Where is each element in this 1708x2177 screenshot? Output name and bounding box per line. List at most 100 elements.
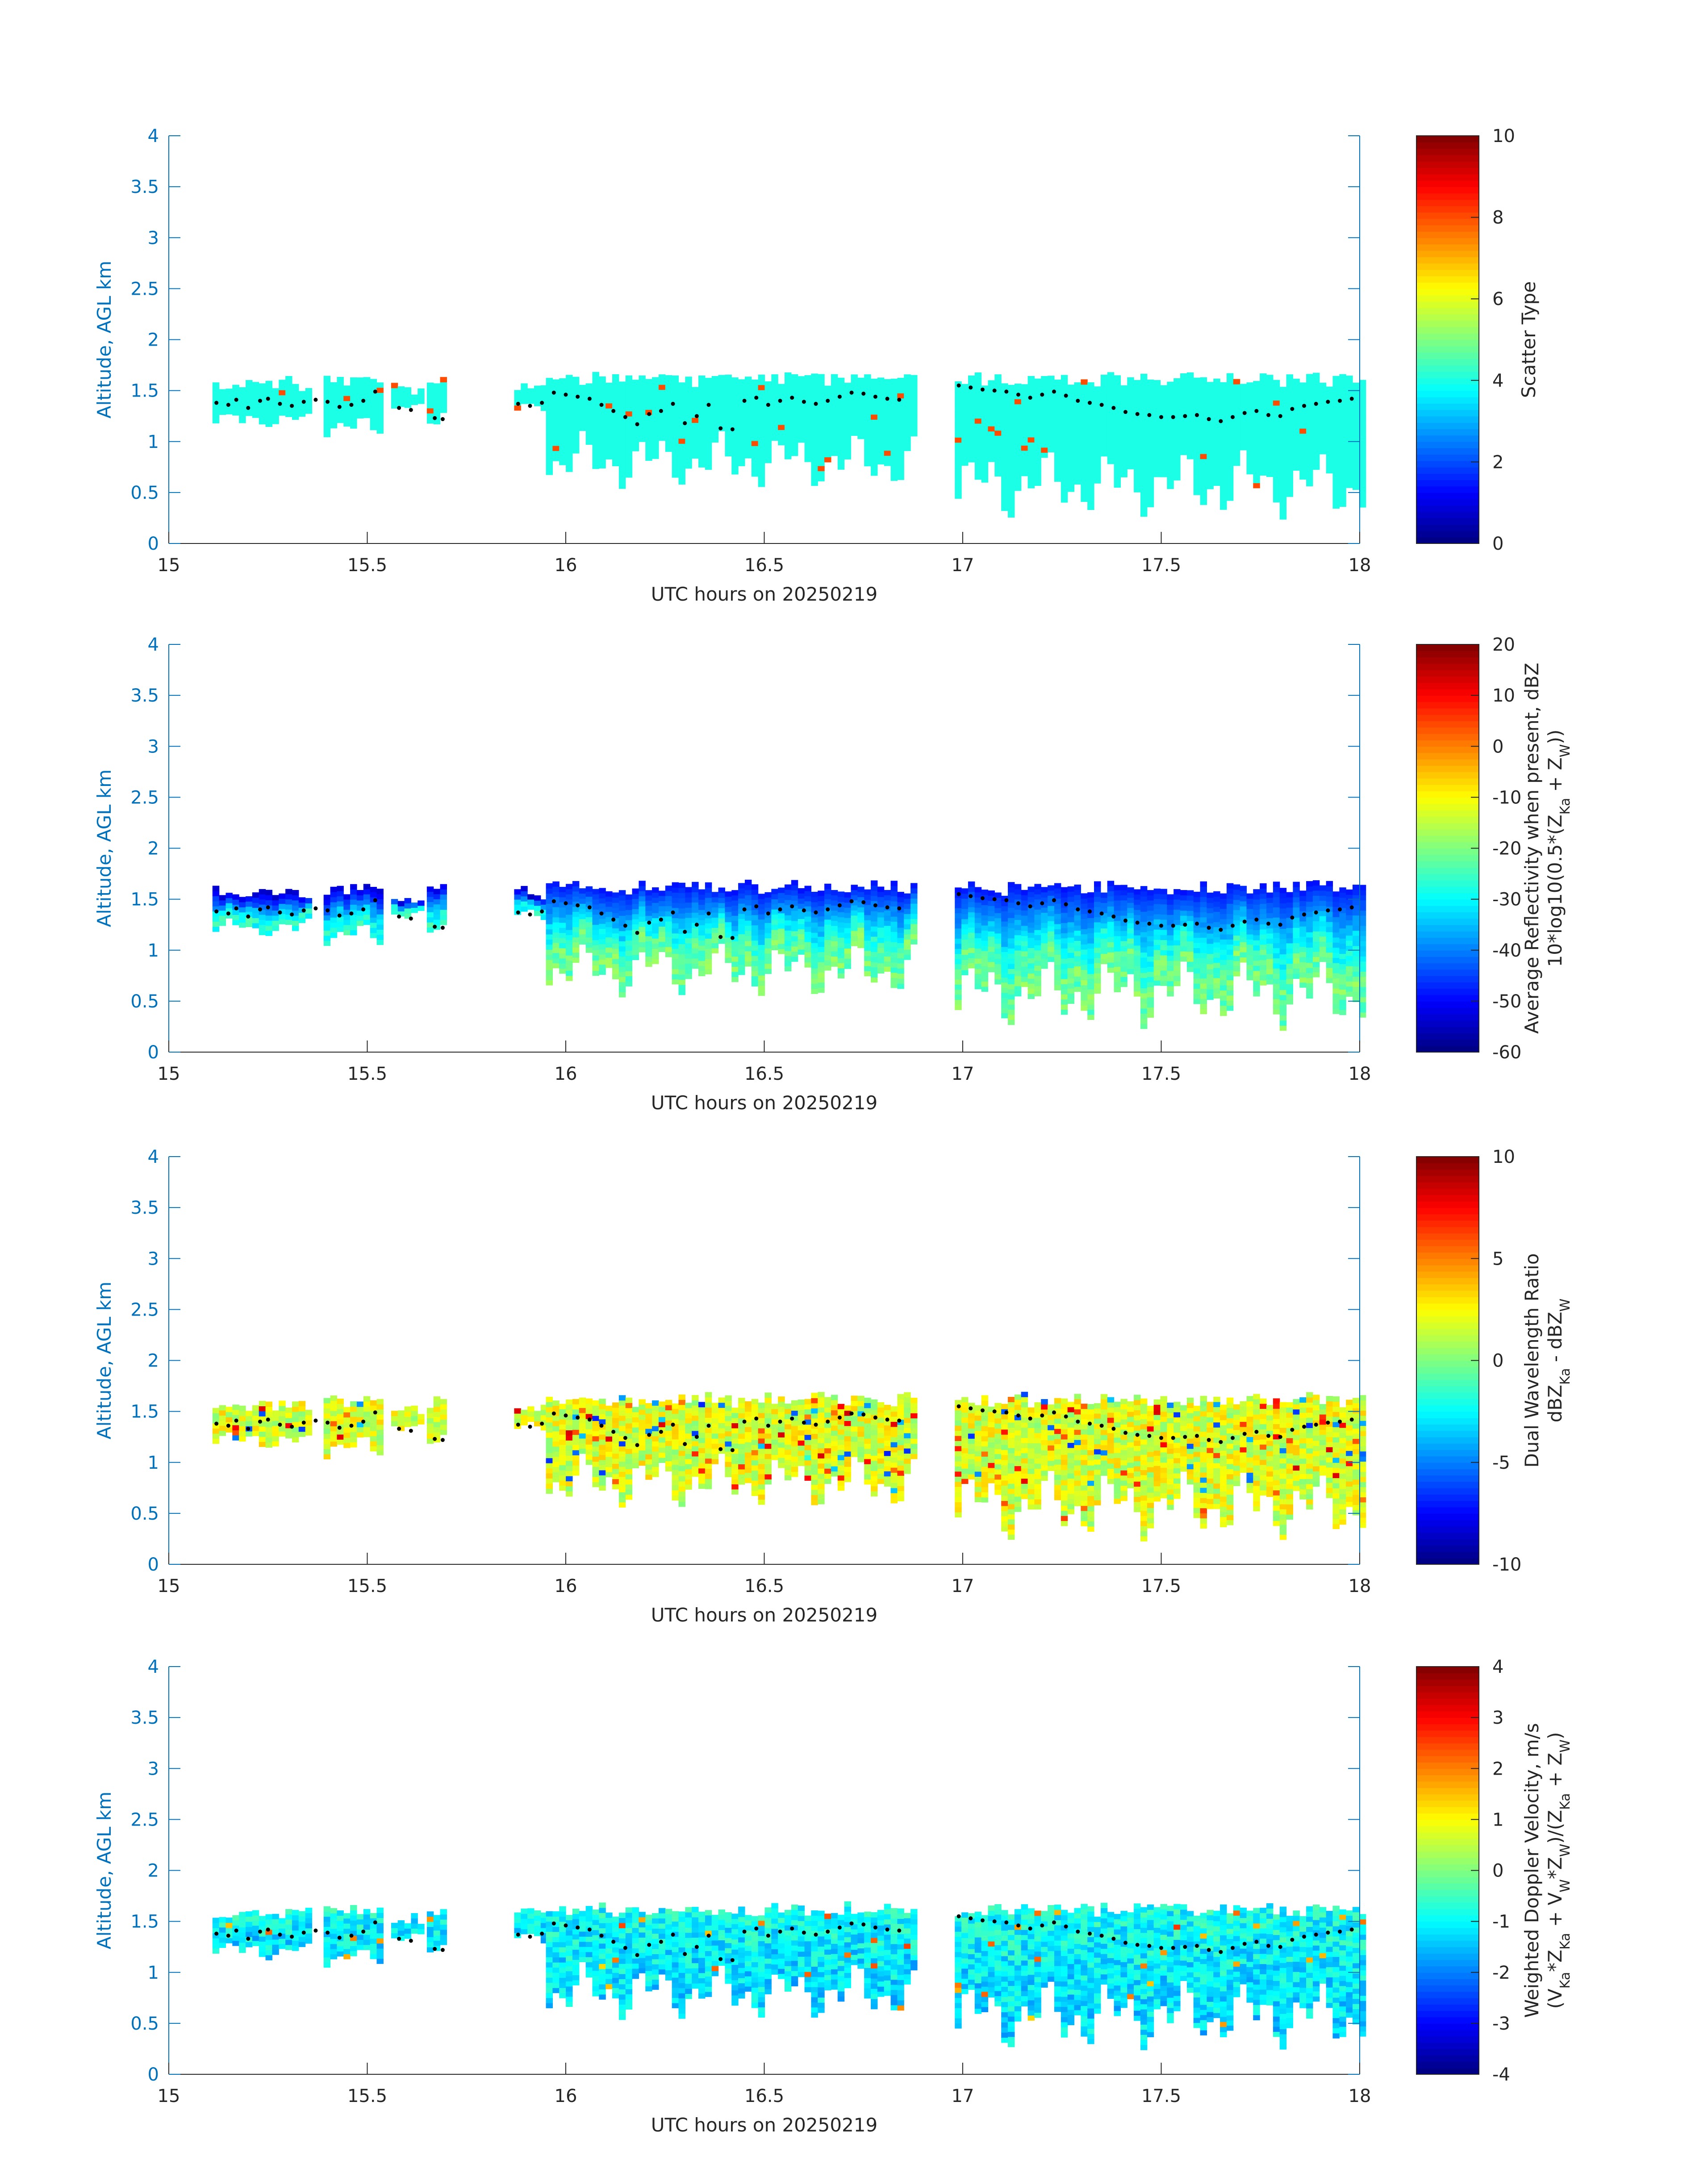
heatmap-cell <box>1220 504 1227 510</box>
heatmap-cell <box>1027 427 1035 433</box>
heatmap-cell <box>1200 907 1207 912</box>
heatmap-cell <box>625 451 633 457</box>
heatmap-cell <box>751 981 759 987</box>
heatmap-cell <box>731 408 739 414</box>
heatmap-cell <box>1332 993 1340 999</box>
heatmap-cell <box>1306 937 1313 943</box>
heatmap-cell <box>1306 481 1313 487</box>
heatmap-cell <box>804 456 812 462</box>
heatmap-cell <box>1266 426 1274 431</box>
cloud-base-point <box>1040 393 1044 397</box>
heatmap-cell <box>871 880 878 886</box>
heatmap-cell <box>1260 883 1267 889</box>
heatmap-cell <box>692 448 699 454</box>
heatmap-cell <box>1279 954 1287 960</box>
heatmap-cell <box>572 947 580 953</box>
heatmap-cell <box>1094 968 1101 974</box>
heatmap-cell <box>1332 447 1340 453</box>
heatmap-cell <box>1021 920 1028 926</box>
heatmap-cell <box>1299 890 1307 896</box>
heatmap-cell <box>994 979 1002 985</box>
heatmap-cell <box>981 390 989 396</box>
heatmap-cell <box>1173 388 1181 394</box>
heatmap-cell <box>890 419 898 425</box>
heatmap-cell <box>837 434 845 439</box>
heatmap-cell <box>1054 435 1061 441</box>
heatmap-cell <box>758 451 765 457</box>
heatmap-cell <box>1180 429 1187 435</box>
heatmap-cell <box>1352 393 1360 398</box>
heatmap-cell <box>279 919 286 924</box>
heatmap-cell <box>785 945 792 951</box>
heatmap-cell <box>1114 885 1121 890</box>
heatmap-cell <box>1306 430 1313 435</box>
heatmap-cell <box>1061 1009 1068 1015</box>
heatmap-cell <box>246 922 253 928</box>
heatmap-cell <box>665 375 672 381</box>
heatmap-cell <box>698 375 706 381</box>
heatmap-cell <box>974 912 982 918</box>
heatmap-cell <box>844 912 852 918</box>
heatmap-cell <box>363 899 371 905</box>
heatmap-cell <box>618 443 626 448</box>
heatmap-cell <box>758 975 765 981</box>
heatmap-cell <box>837 912 845 918</box>
heatmap-cell <box>1286 384 1293 390</box>
heatmap-cell <box>1001 398 1008 404</box>
heatmap-cell <box>890 896 898 902</box>
heatmap-cell <box>1266 958 1274 964</box>
heatmap-cell <box>1007 426 1015 431</box>
heatmap-cell <box>1034 955 1041 961</box>
heatmap-cell <box>1233 930 1240 936</box>
heatmap-cell <box>904 435 911 441</box>
heatmap-cell <box>658 405 666 410</box>
heatmap-cell <box>1312 900 1320 906</box>
heatmap-cell <box>1266 385 1274 391</box>
cloud-base-point <box>1147 413 1152 417</box>
heatmap-cell <box>1001 490 1008 496</box>
heatmap-cell <box>1246 397 1253 403</box>
heatmap-cell <box>1087 1004 1094 1010</box>
heatmap-cell <box>685 448 692 454</box>
heatmap-cell <box>1293 435 1300 440</box>
heatmap-cell <box>1034 930 1041 936</box>
colorbar-band <box>1416 429 1479 436</box>
heatmap-cell <box>1273 907 1280 913</box>
heatmap-cell <box>1087 438 1094 444</box>
heatmap-cell <box>904 954 911 960</box>
heatmap-cell <box>731 971 739 977</box>
heatmap-cell <box>645 420 652 426</box>
heatmap-cell <box>857 912 864 918</box>
colorbar-band <box>1416 136 1479 143</box>
heatmap-cell <box>625 976 633 982</box>
heatmap-cell <box>618 463 626 469</box>
heatmap-cell <box>330 423 338 429</box>
heatmap-cell <box>1041 948 1048 954</box>
heatmap-cell <box>1140 379 1148 384</box>
heatmap-cell <box>1114 421 1121 427</box>
heatmap-cell <box>1226 465 1234 471</box>
heatmap-cell <box>292 890 299 895</box>
heatmap-cell <box>837 403 845 409</box>
heatmap-cell <box>625 935 633 941</box>
heatmap-cell <box>1180 404 1187 409</box>
heatmap-cell <box>330 912 338 918</box>
heatmap-cell <box>974 372 982 378</box>
heatmap-cell <box>1120 910 1128 916</box>
cloud-base-point <box>1087 401 1092 405</box>
heatmap-cell <box>1279 933 1287 939</box>
heatmap-cell <box>665 947 672 953</box>
heatmap-cell <box>897 897 904 903</box>
heatmap-cell <box>566 410 573 416</box>
heatmap-cell <box>572 412 580 418</box>
heatmap-cell <box>1001 931 1008 937</box>
heatmap-cell <box>625 915 633 920</box>
heatmap-cell <box>1253 411 1260 417</box>
heatmap-cell <box>376 934 384 940</box>
heatmap-cell <box>968 436 975 442</box>
heatmap-cell <box>692 897 699 903</box>
heatmap-cell <box>791 409 798 415</box>
heatmap-cell <box>1014 480 1022 486</box>
heatmap-cell <box>718 887 726 893</box>
heatmap-cell <box>1186 956 1194 962</box>
